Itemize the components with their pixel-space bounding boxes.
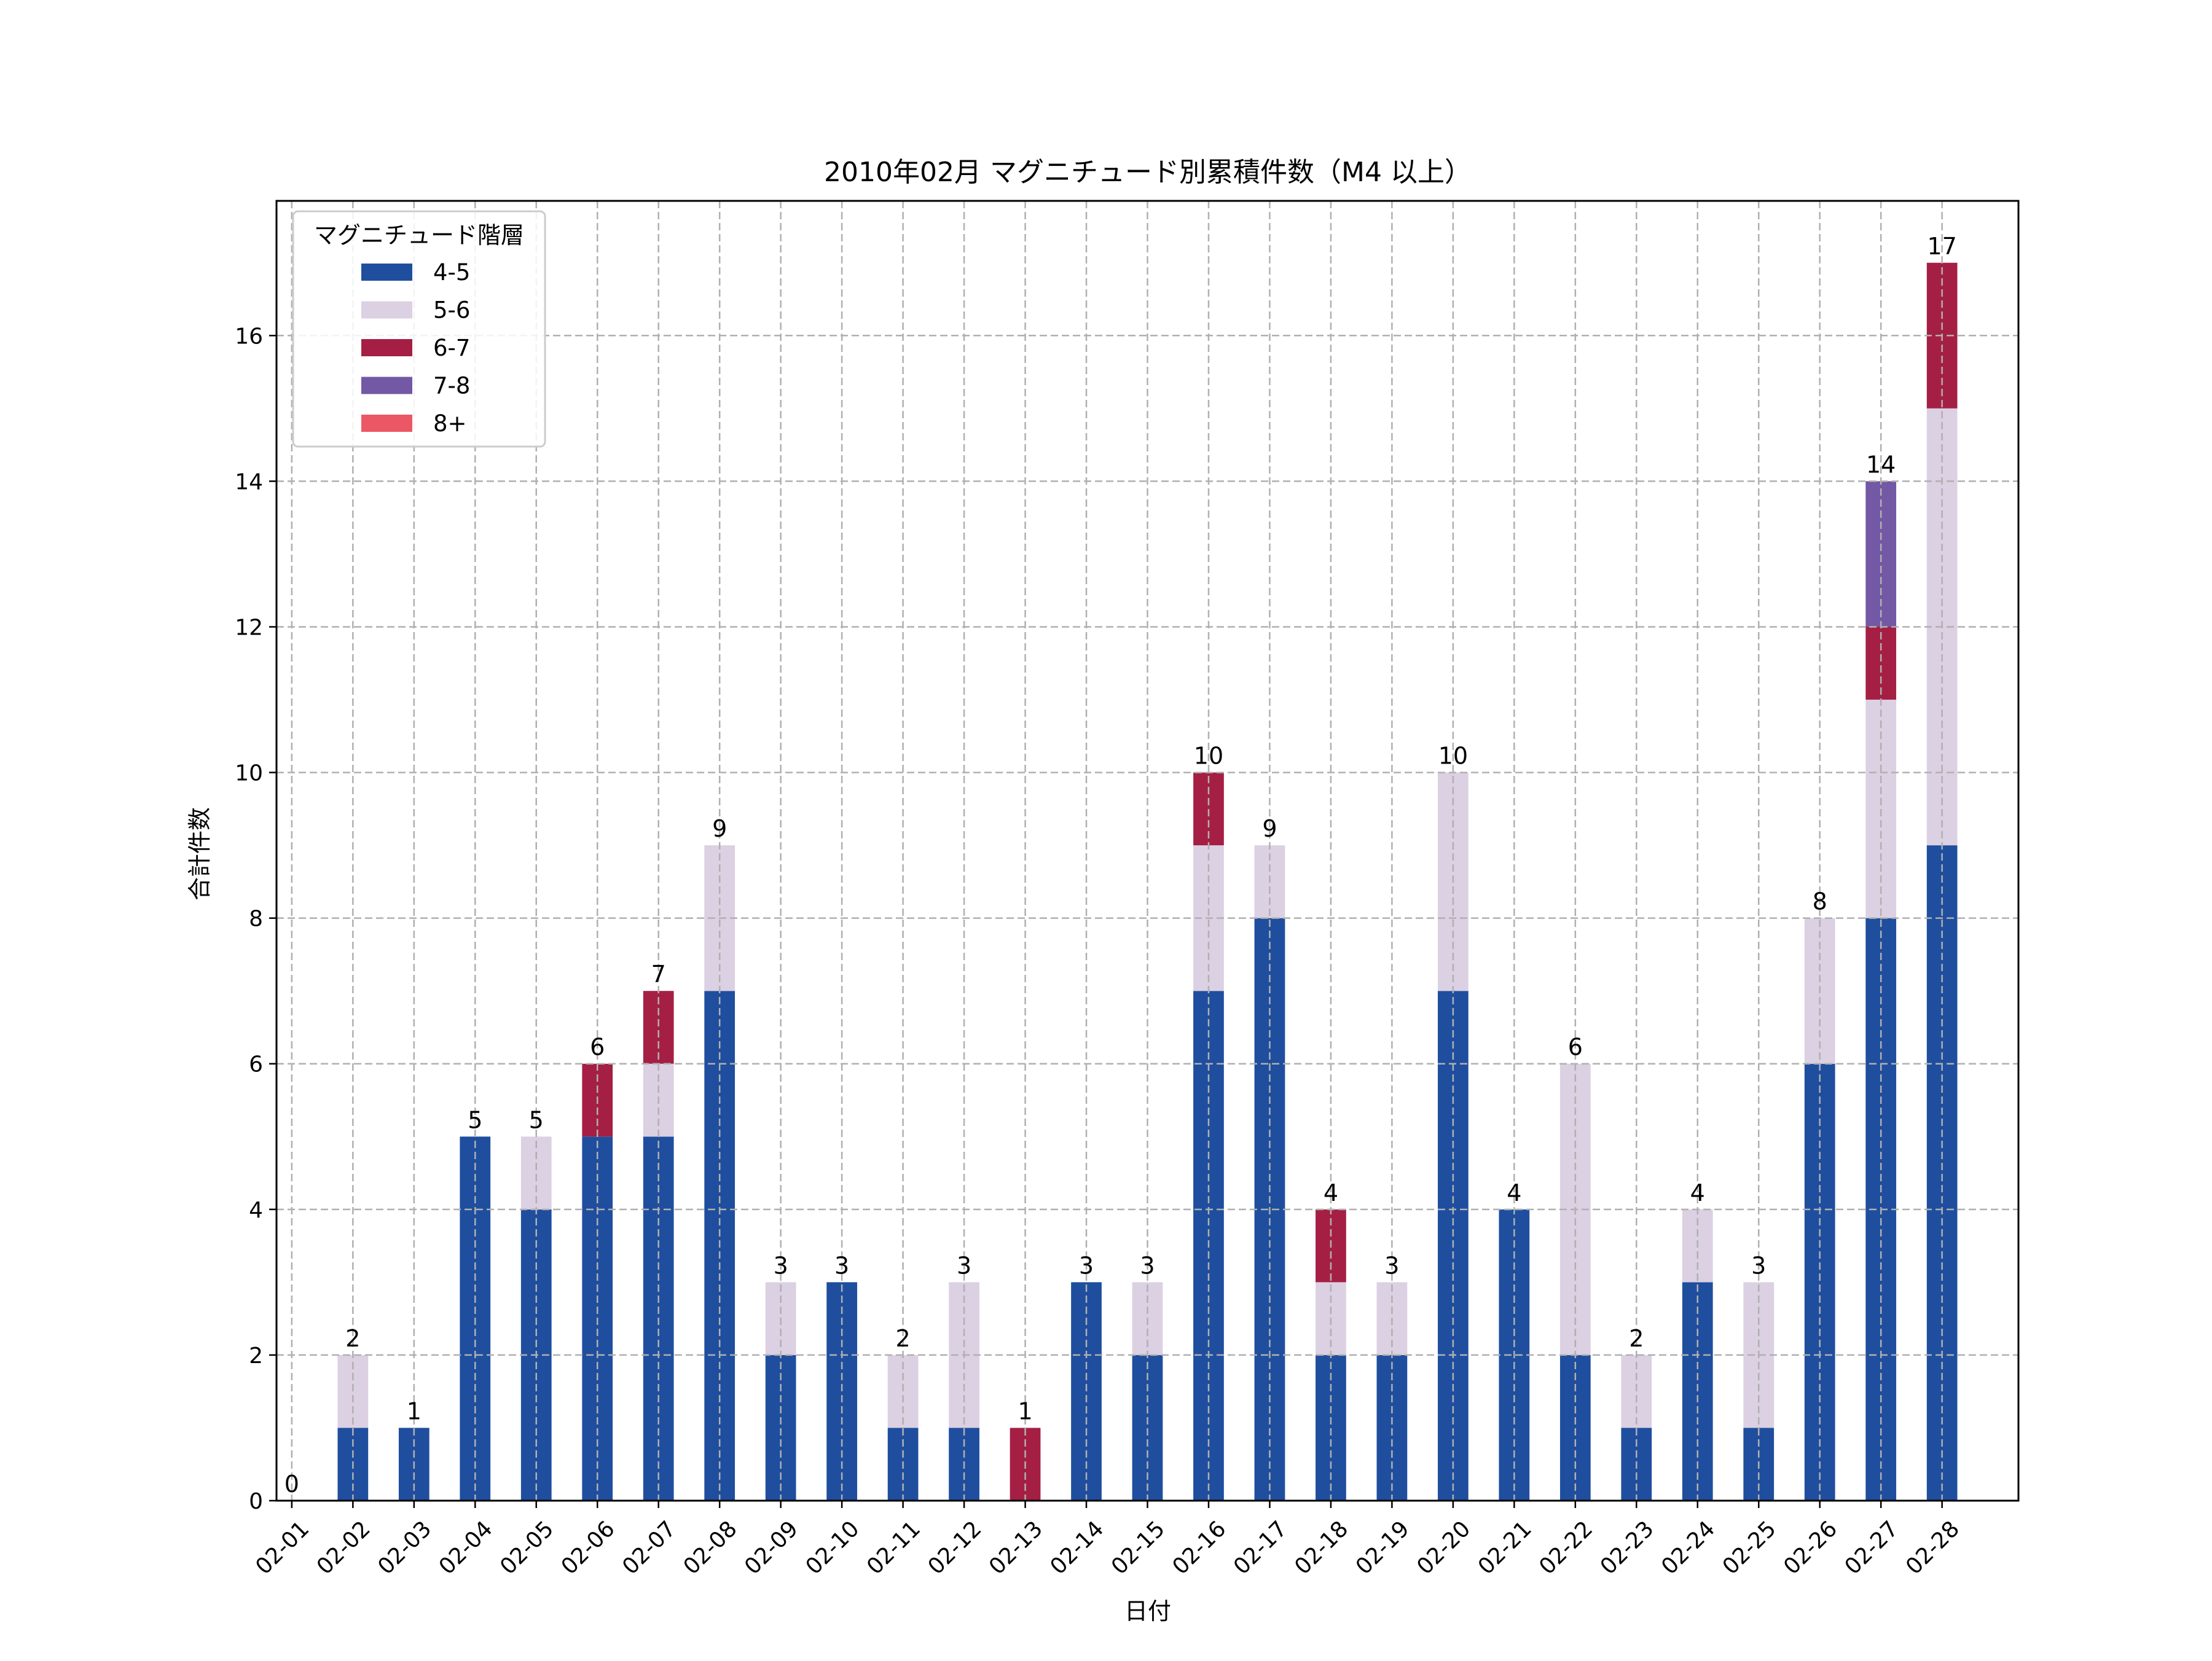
legend-swatch-4-5 bbox=[361, 264, 412, 281]
bar-total-label-02-11: 2 bbox=[896, 1325, 911, 1352]
y-tick-label: 10 bbox=[235, 761, 263, 786]
legend-swatch-6-7 bbox=[361, 339, 412, 356]
bar-total-label-02-02: 2 bbox=[345, 1325, 360, 1352]
bar-total-label-02-28: 17 bbox=[1927, 233, 1956, 260]
bar-total-labels: 0 2 1 5 5 6 7 9 3 3 2 3 1 3 3 10 9 4 3 10 4 6 2 4 3 8 14 17 bbox=[284, 233, 1957, 1498]
legend-label-7-8: 7-8 bbox=[433, 373, 470, 399]
y-tick-label: 0 bbox=[249, 1489, 263, 1514]
y-axis-label: 合計件数 bbox=[186, 807, 213, 901]
legend-title: マグニチュード階層 bbox=[314, 222, 524, 249]
bar-total-label-02-23: 2 bbox=[1629, 1325, 1644, 1352]
x-axis-label: 日付 bbox=[1124, 1598, 1171, 1625]
bar-total-label-02-09: 3 bbox=[774, 1252, 788, 1279]
bar-total-label-02-07: 7 bbox=[651, 961, 666, 988]
bar-total-label-02-16: 10 bbox=[1194, 743, 1223, 770]
bar-total-label-02-25: 3 bbox=[1751, 1252, 1766, 1279]
legend-label-5-6: 5-6 bbox=[433, 297, 470, 324]
legend-swatch-8+ bbox=[361, 415, 412, 432]
y-tick-label: 8 bbox=[249, 907, 263, 932]
legend-label-8+: 8+ bbox=[433, 410, 467, 437]
y-tick-label: 6 bbox=[249, 1052, 263, 1077]
bar-total-label-02-27: 14 bbox=[1866, 451, 1896, 478]
bar-total-label-02-01: 0 bbox=[284, 1471, 299, 1498]
bar-total-label-02-04: 5 bbox=[468, 1106, 482, 1133]
legend-swatch-7-8 bbox=[361, 377, 412, 394]
y-tick-label: 2 bbox=[249, 1343, 263, 1369]
bar-total-label-02-20: 10 bbox=[1438, 743, 1468, 770]
legend-label-4-5: 4-5 bbox=[433, 259, 470, 286]
chart-title: 2010年02月 マグニチュード別累積件数（M4 以上） bbox=[824, 157, 1472, 188]
bar-total-label-02-05: 5 bbox=[529, 1106, 544, 1133]
bar-total-label-02-15: 3 bbox=[1140, 1252, 1155, 1279]
legend-swatch-5-6 bbox=[361, 301, 412, 319]
bar-total-label-02-08: 9 bbox=[712, 815, 727, 842]
bar-total-label-02-22: 6 bbox=[1568, 1034, 1583, 1061]
bar-total-label-02-06: 6 bbox=[590, 1034, 605, 1061]
y-tick-label: 4 bbox=[249, 1198, 263, 1223]
bar-total-label-02-10: 3 bbox=[834, 1252, 849, 1279]
bar-total-label-02-26: 8 bbox=[1813, 888, 1827, 915]
bar-total-label-02-18: 4 bbox=[1324, 1179, 1338, 1206]
legend-box bbox=[292, 210, 546, 448]
bar-total-label-02-03: 1 bbox=[407, 1397, 422, 1425]
bar-total-label-02-21: 4 bbox=[1507, 1179, 1521, 1206]
bar-total-label-02-17: 9 bbox=[1262, 815, 1277, 842]
bar-total-label-02-24: 4 bbox=[1690, 1179, 1705, 1206]
legend-label-6-7: 6-7 bbox=[433, 335, 470, 361]
legend: マグニチュード階層 4-5 5-6 6-7 7-8 8+ bbox=[292, 210, 546, 448]
bar-total-label-02-12: 3 bbox=[957, 1252, 971, 1279]
legend-items: 4-5 5-6 6-7 7-8 8+ bbox=[361, 259, 470, 437]
bar-total-label-02-19: 3 bbox=[1384, 1252, 1399, 1279]
y-tick-label: 14 bbox=[235, 469, 263, 494]
y-tick-label: 12 bbox=[235, 615, 263, 640]
y-tick-label: 16 bbox=[235, 324, 263, 349]
bar-total-label-02-13: 1 bbox=[1018, 1397, 1032, 1425]
bar-total-label-02-14: 3 bbox=[1079, 1252, 1094, 1279]
